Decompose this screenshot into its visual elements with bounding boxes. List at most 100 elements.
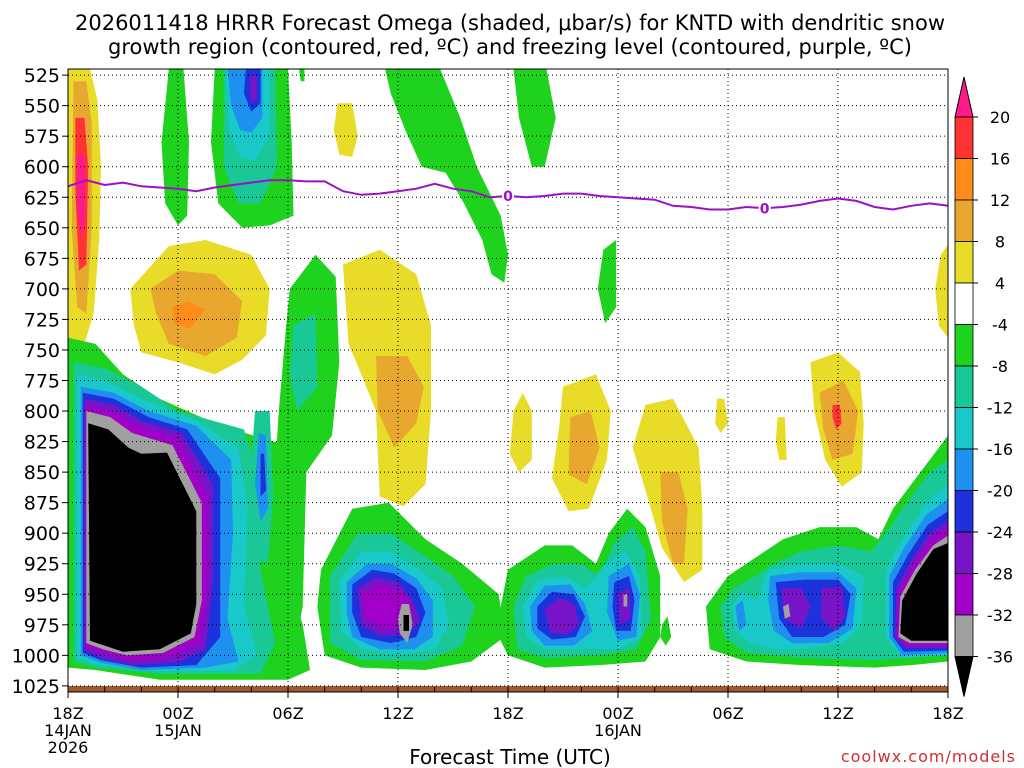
omega-region-67 <box>660 616 672 646</box>
colorbar-label-9: -20 <box>987 482 1013 501</box>
y-tick-label-925: 925 <box>24 554 60 576</box>
y-tick-label-525: 525 <box>24 65 60 87</box>
credit-text: coolwx.com/models <box>841 747 1016 766</box>
y-tick-label-825: 825 <box>24 432 60 454</box>
omega-region-12 <box>568 411 600 485</box>
omega-region-30 <box>299 69 305 82</box>
y-tick-label-1000: 1000 <box>12 645 60 667</box>
y-tick-label-725: 725 <box>24 309 60 331</box>
omega-region-44 <box>88 423 197 652</box>
colorbar-label-2: 12 <box>990 191 1010 210</box>
omega-region-20 <box>935 244 948 338</box>
omega-region-35 <box>289 313 318 411</box>
x-tick-label-30-0: 00Z <box>602 704 633 723</box>
colorbar-bin-6 <box>954 324 974 367</box>
omega-region-15 <box>715 398 728 433</box>
freezing-level-label: 0 <box>760 201 770 217</box>
y-tick-label-575: 575 <box>24 126 60 148</box>
omega-region-23 <box>161 69 189 226</box>
x-tick-label-0-2: 2026 <box>48 738 89 757</box>
x-tick-label-24-0: 18Z <box>492 704 523 723</box>
omega-region-83 <box>900 543 948 641</box>
y-tick-label-600: 600 <box>24 157 60 179</box>
omega-region-62 <box>544 597 580 635</box>
x-tick-label-12-0: 06Z <box>272 704 303 723</box>
colorbar-bin-7 <box>954 365 974 408</box>
colorbar-bin-top-arrow <box>954 76 974 118</box>
freezing-label-bg <box>502 188 514 205</box>
omega-region-33 <box>597 240 617 324</box>
omega-region-34 <box>271 254 340 656</box>
colorbar-bin-bottom-arrow <box>954 656 974 697</box>
grid-lines <box>67 69 949 692</box>
colorbar-label-13: -36 <box>987 648 1013 667</box>
colorbar-bin-1 <box>954 116 974 159</box>
colorbar-bin-11 <box>954 531 974 574</box>
y-tick-label-900: 900 <box>24 523 60 545</box>
y-tick-label-800: 800 <box>24 401 60 423</box>
x-tick-label-0-0: 18Z <box>52 704 83 723</box>
colorbar-label-7: -12 <box>987 399 1013 418</box>
omega-region-8 <box>376 356 424 448</box>
colorbar-bin-9 <box>954 448 974 491</box>
x-tick-label-36-0: 06Z <box>712 704 743 723</box>
x-axis-label: Forecast Time (UTC) <box>409 745 611 768</box>
x-tick-label-18-0: 12Z <box>382 704 413 723</box>
chart-title-line-1: 2026011418 HRRR Forecast Omega (shaded, … <box>75 11 945 35</box>
omega-region-16 <box>775 417 787 460</box>
colorbar-label-4: 4 <box>995 274 1005 293</box>
colorbar-bin-4 <box>954 241 974 284</box>
freezing-level-label: 0 <box>503 189 513 205</box>
y-tick-label-975: 975 <box>24 615 60 637</box>
colorbar-bin-5 <box>954 282 974 325</box>
freezing-level-contour: 00 <box>67 179 949 217</box>
y-tick-label-875: 875 <box>24 493 60 515</box>
y-axis: 525 550 575 600 625 650 675 700 725 750 775 800 825 8… <box>12 65 68 698</box>
colorbar-bin-2 <box>954 158 974 201</box>
colorbar-bin-3 <box>954 199 974 242</box>
colorbar-bin-12 <box>954 573 974 616</box>
freezing-label-bg <box>758 200 771 217</box>
colorbar-label-3: 8 <box>995 233 1005 252</box>
x-tick-label-42-0: 12Z <box>822 704 853 723</box>
y-tick-label-625: 625 <box>24 187 60 209</box>
omega-region-19 <box>832 404 842 430</box>
y-tick-label-550: 550 <box>24 96 60 118</box>
omega-region-3 <box>77 154 86 240</box>
omega-region-29 <box>249 75 257 104</box>
x-tick-label-30-1: 16JAN <box>594 721 642 740</box>
chart-title-line-2: growth region (contoured, red, ºC) and f… <box>108 35 912 59</box>
colorbar-label-8: -16 <box>987 440 1013 459</box>
colorbar-bin-13 <box>954 614 974 657</box>
y-tick-label-1025: 1025 <box>12 676 60 698</box>
omega-region-75 <box>783 604 791 619</box>
colorbar-bin-8 <box>954 407 974 450</box>
x-tick-label-48-0: 18Z <box>932 704 963 723</box>
colorbar-label-1: 16 <box>990 150 1010 169</box>
x-tick-label-6-0: 00Z <box>162 704 193 723</box>
y-tick-label-675: 675 <box>24 248 60 270</box>
omega-region-76 <box>735 600 747 631</box>
omega-region-56 <box>403 615 409 631</box>
plot-area: 00 <box>67 68 949 693</box>
omega-region-74 <box>821 586 846 631</box>
colorbar-label-0: 20 <box>990 108 1010 127</box>
y-tick-label-750: 750 <box>24 340 60 362</box>
omega-region-66 <box>623 594 628 607</box>
y-tick-label-775: 775 <box>24 371 60 393</box>
omega-region-9 <box>333 103 358 157</box>
colorbar-label-6: -8 <box>992 357 1008 376</box>
x-tick-label-0-1: 14JAN <box>44 721 92 740</box>
colorbar: 20 16 12 8 4 -4 -8 -12 -16 -20 -24 -28 -32 -36 <box>954 76 1013 697</box>
colorbar-label-11: -28 <box>987 565 1013 584</box>
omega-region-31 <box>385 69 508 283</box>
colorbar-label-10: -24 <box>987 523 1013 542</box>
omega-region-6 <box>172 301 206 330</box>
omega-region-47 <box>260 453 266 497</box>
colorbar-label-12: -32 <box>987 606 1013 625</box>
omega-region-14 <box>660 472 688 564</box>
x-tick-label-6-1: 15JAN <box>154 721 202 740</box>
omega-region-10 <box>509 392 532 473</box>
